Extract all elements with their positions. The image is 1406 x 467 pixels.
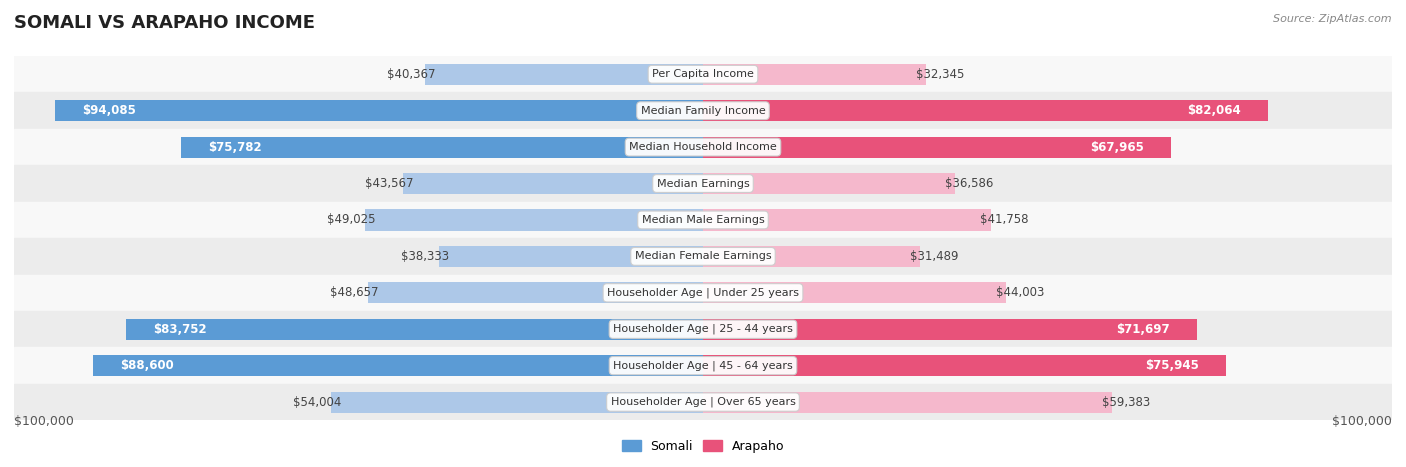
Text: $82,064: $82,064 — [1187, 104, 1241, 117]
Text: $83,752: $83,752 — [153, 323, 207, 336]
Bar — [14, 165, 1392, 202]
Text: Householder Age | 25 - 44 years: Householder Age | 25 - 44 years — [613, 324, 793, 334]
Text: $100,000: $100,000 — [14, 415, 75, 428]
Bar — [55, 100, 703, 121]
Text: $31,489: $31,489 — [910, 250, 957, 263]
Bar — [330, 391, 703, 413]
Bar — [404, 173, 703, 194]
Bar — [14, 92, 1392, 129]
Text: $67,965: $67,965 — [1090, 141, 1143, 154]
Bar — [14, 238, 1392, 275]
Text: $40,367: $40,367 — [387, 68, 436, 81]
Text: $48,657: $48,657 — [329, 286, 378, 299]
Text: $44,003: $44,003 — [995, 286, 1045, 299]
Bar — [703, 355, 1226, 376]
Bar — [14, 275, 1392, 311]
Text: $88,600: $88,600 — [120, 359, 174, 372]
Bar — [14, 347, 1392, 384]
Bar — [703, 246, 920, 267]
Text: SOMALI VS ARAPAHO INCOME: SOMALI VS ARAPAHO INCOME — [14, 14, 315, 32]
Bar — [366, 209, 703, 231]
Bar — [14, 56, 1392, 92]
Text: Source: ZipAtlas.com: Source: ZipAtlas.com — [1274, 14, 1392, 24]
Bar — [368, 282, 703, 304]
Bar — [14, 384, 1392, 420]
Bar — [439, 246, 703, 267]
Text: $71,697: $71,697 — [1116, 323, 1170, 336]
Bar — [703, 209, 991, 231]
Text: Median Household Income: Median Household Income — [628, 142, 778, 152]
Text: Median Earnings: Median Earnings — [657, 178, 749, 189]
Text: Median Female Earnings: Median Female Earnings — [634, 251, 772, 262]
Bar — [14, 202, 1392, 238]
Text: $75,945: $75,945 — [1144, 359, 1199, 372]
Text: Median Male Earnings: Median Male Earnings — [641, 215, 765, 225]
Bar — [703, 391, 1112, 413]
Bar — [703, 282, 1007, 304]
Text: $54,004: $54,004 — [292, 396, 342, 409]
Text: $36,586: $36,586 — [945, 177, 993, 190]
Legend: Somali, Arapaho: Somali, Arapaho — [617, 435, 789, 458]
Text: $43,567: $43,567 — [364, 177, 413, 190]
Text: Householder Age | Under 25 years: Householder Age | Under 25 years — [607, 288, 799, 298]
Bar — [425, 64, 703, 85]
Bar — [703, 173, 955, 194]
Text: $41,758: $41,758 — [980, 213, 1029, 226]
Bar — [181, 136, 703, 158]
Text: $49,025: $49,025 — [328, 213, 375, 226]
Bar — [127, 318, 703, 340]
Text: $32,345: $32,345 — [915, 68, 965, 81]
Text: Householder Age | 45 - 64 years: Householder Age | 45 - 64 years — [613, 361, 793, 371]
Text: $38,333: $38,333 — [401, 250, 450, 263]
Bar — [703, 64, 925, 85]
Text: $94,085: $94,085 — [83, 104, 136, 117]
Text: $100,000: $100,000 — [1331, 415, 1392, 428]
Bar — [703, 318, 1197, 340]
Text: Median Family Income: Median Family Income — [641, 106, 765, 116]
Bar — [703, 100, 1268, 121]
Text: $59,383: $59,383 — [1102, 396, 1150, 409]
Bar — [93, 355, 703, 376]
Bar — [14, 129, 1392, 165]
Text: Per Capita Income: Per Capita Income — [652, 69, 754, 79]
Text: Householder Age | Over 65 years: Householder Age | Over 65 years — [610, 397, 796, 407]
Bar — [14, 311, 1392, 347]
Bar — [703, 136, 1171, 158]
Text: $75,782: $75,782 — [208, 141, 262, 154]
